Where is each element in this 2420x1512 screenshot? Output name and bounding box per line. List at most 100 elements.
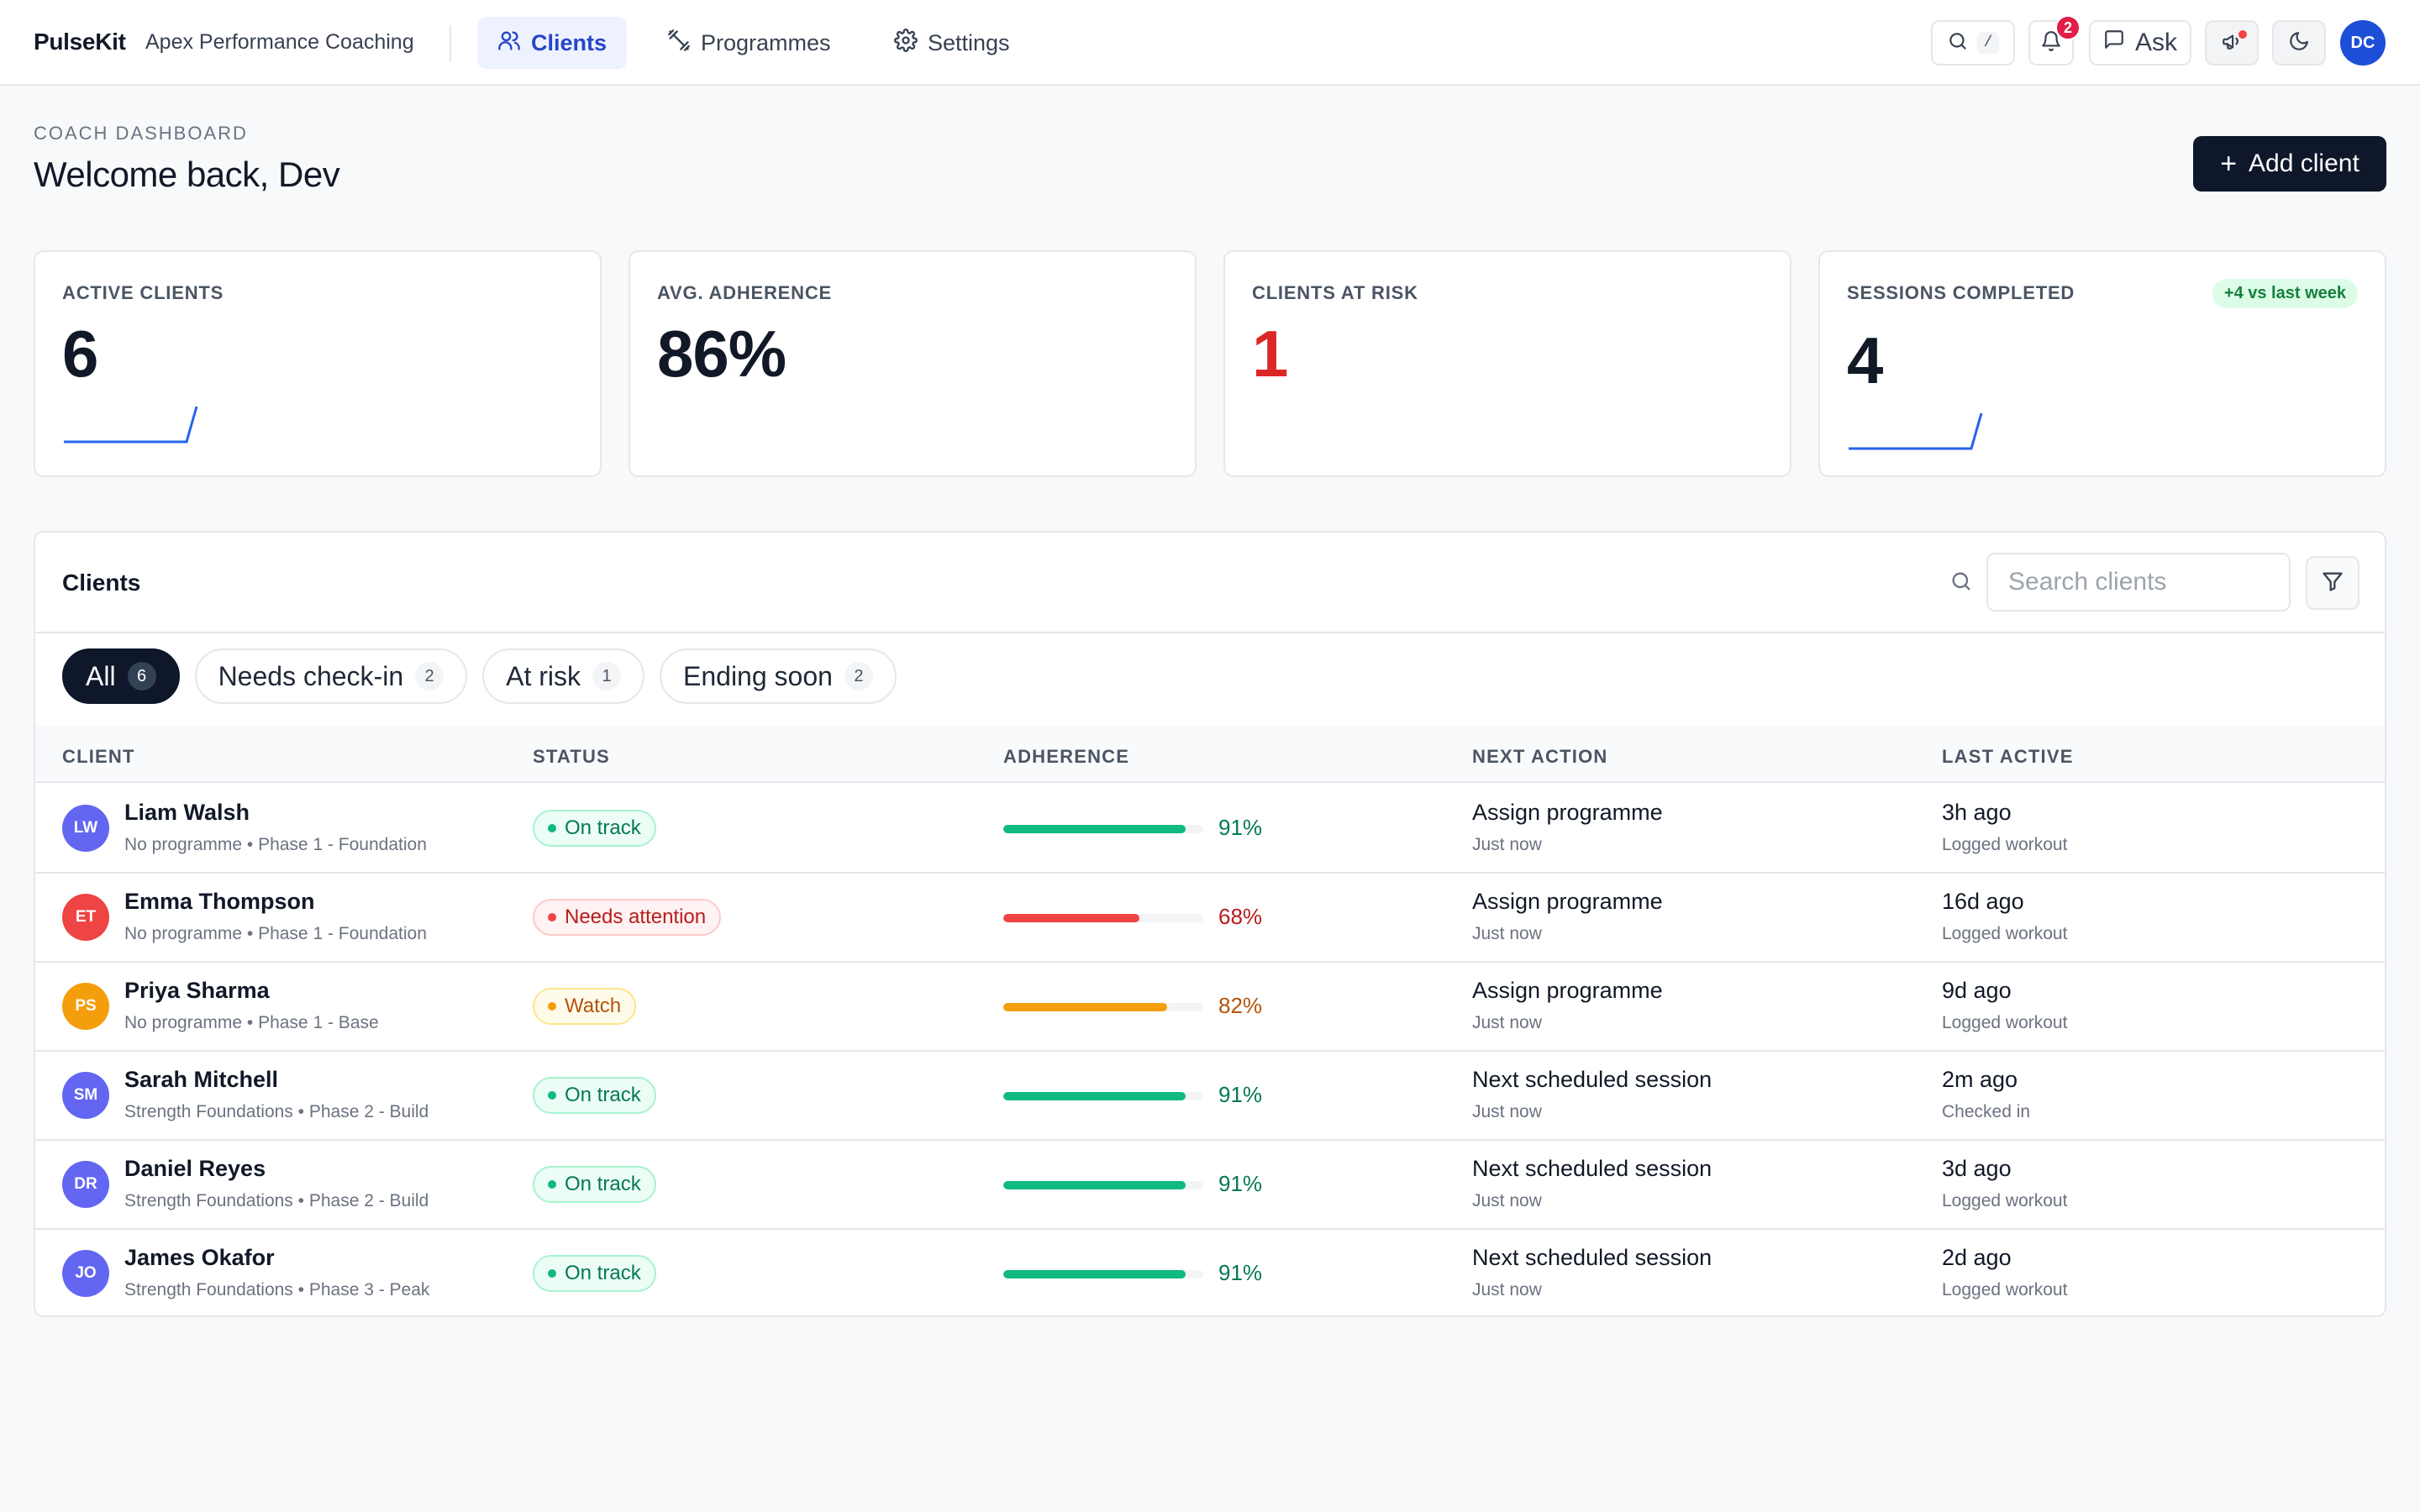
last-active: 9d ago xyxy=(1942,978,2012,1003)
adherence-bar xyxy=(1003,1092,1203,1100)
client-avatar: JO xyxy=(62,1250,109,1297)
column-header-adherence[interactable]: ADHERENCE xyxy=(1003,746,1130,767)
status-label: Watch xyxy=(565,995,622,1017)
status-badge: Watch xyxy=(533,988,637,1025)
nav-item-label: Programmes xyxy=(701,29,831,55)
client-programme: Strength Foundations • Phase 2 - Build xyxy=(124,1102,429,1121)
stat-card-sessions-completed: SESSIONS COMPLETED +4 vs last week 4 xyxy=(1818,250,2386,477)
search-icon xyxy=(1947,30,1969,56)
adherence-percent: 91% xyxy=(1218,1082,1263,1107)
client-name[interactable]: Daniel Reyes xyxy=(124,1156,266,1181)
moon-icon xyxy=(2288,30,2310,56)
nav-item-settings[interactable]: Settings xyxy=(874,17,1030,69)
bell-icon xyxy=(2040,30,2062,56)
theme-toggle-button[interactable] xyxy=(2272,20,2326,66)
next-action-time: Just now xyxy=(1472,1013,1542,1032)
column-header-client[interactable]: CLIENT xyxy=(62,746,135,767)
stat-value: 1 xyxy=(1252,317,1288,391)
stat-label: CLIENTS AT RISK xyxy=(1252,282,1418,303)
status-label: On track xyxy=(565,1084,641,1106)
last-active-detail: Logged workout xyxy=(1942,1191,2068,1210)
adherence-percent: 91% xyxy=(1218,1260,1263,1285)
page-title: Welcome back, Dev xyxy=(34,155,340,194)
nav-item-programmes[interactable]: Programmes xyxy=(647,17,851,69)
table-row[interactable]: SM Sarah Mitchell Strength Foundations •… xyxy=(35,1052,2385,1141)
user-avatar[interactable]: DC xyxy=(2340,20,2386,66)
add-client-button[interactable]: + Add client xyxy=(2193,136,2386,192)
client-avatar: LW xyxy=(62,805,109,852)
status-label: On track xyxy=(565,1262,641,1284)
chip-label: Ending soon xyxy=(683,660,833,691)
client-name[interactable]: Emma Thompson xyxy=(124,889,315,914)
search-button[interactable]: / xyxy=(1931,20,2015,66)
ask-button[interactable]: Ask xyxy=(2089,20,2191,66)
status-badge: On track xyxy=(533,810,656,847)
status-dot xyxy=(548,824,556,832)
last-active-detail: Checked in xyxy=(1942,1102,2031,1121)
adherence-bar xyxy=(1003,914,1203,922)
stat-label: ACTIVE CLIENTS xyxy=(62,282,224,303)
column-header-next-action[interactable]: NEXT ACTION xyxy=(1472,746,1608,767)
divider xyxy=(450,25,451,62)
column-header-last-active[interactable]: LAST ACTIVE xyxy=(1942,746,2074,767)
last-active: 2m ago xyxy=(1942,1067,2018,1092)
chip-count: 2 xyxy=(415,662,445,690)
filter-chip-ending-soon[interactable]: Ending soon 2 xyxy=(660,648,897,704)
notifications-button[interactable]: 2 xyxy=(2028,15,2081,66)
ask-label: Ask xyxy=(2134,29,2177,56)
filter-icon xyxy=(2321,570,2344,597)
next-action[interactable]: Assign programme xyxy=(1472,800,1663,825)
filter-chip-at-risk[interactable]: At risk 1 xyxy=(482,648,644,704)
search-clients-input[interactable] xyxy=(1986,553,2291,612)
plus-icon: + xyxy=(2220,148,2238,180)
status-badge: Needs attention xyxy=(533,899,722,936)
clients-panel: Clients All 6 Needs check-in 2 At risk 1… xyxy=(34,531,2386,1317)
stat-label: SESSIONS COMPLETED xyxy=(1847,282,2075,303)
next-action-time: Just now xyxy=(1472,835,1542,854)
next-action[interactable]: Assign programme xyxy=(1472,978,1663,1003)
column-header-status[interactable]: STATUS xyxy=(533,746,610,767)
client-avatar: ET xyxy=(62,894,109,941)
chip-label: All xyxy=(86,660,116,691)
client-avatar: DR xyxy=(62,1161,109,1208)
client-name[interactable]: Priya Sharma xyxy=(124,978,270,1003)
stat-card-avg-adherence: AVG. ADHERENCE 86% xyxy=(629,250,1197,477)
next-action[interactable]: Next scheduled session xyxy=(1472,1067,1712,1092)
filter-chip-needs-check-in[interactable]: Needs check-in 2 xyxy=(194,648,468,704)
adherence-percent: 68% xyxy=(1218,904,1263,929)
table-row[interactable]: PS Priya Sharma No programme • Phase 1 -… xyxy=(35,963,2385,1052)
next-action[interactable]: Assign programme xyxy=(1472,889,1663,914)
client-programme: Strength Foundations • Phase 2 - Build xyxy=(124,1191,429,1210)
client-programme: No programme • Phase 1 - Base xyxy=(124,1013,379,1032)
adherence-percent: 91% xyxy=(1218,815,1263,840)
table-row[interactable]: ET Emma Thompson No programme • Phase 1 … xyxy=(35,874,2385,963)
last-active-detail: Logged workout xyxy=(1942,1280,2068,1299)
client-name[interactable]: Liam Walsh xyxy=(124,800,250,825)
nav-item-clients[interactable]: Clients xyxy=(477,17,628,69)
announcements-button[interactable] xyxy=(2205,20,2259,66)
client-programme: No programme • Phase 1 - Foundation xyxy=(124,924,427,943)
last-active: 3d ago xyxy=(1942,1156,2012,1181)
next-action[interactable]: Next scheduled session xyxy=(1472,1156,1712,1181)
filter-button[interactable] xyxy=(2306,556,2360,610)
filter-chips: All 6 Needs check-in 2 At risk 1 Ending … xyxy=(62,648,897,704)
table-row[interactable]: DR Daniel Reyes Strength Foundations • P… xyxy=(35,1141,2385,1230)
page-eyebrow: COACH DASHBOARD xyxy=(34,123,248,144)
next-action[interactable]: Next scheduled session xyxy=(1472,1245,1712,1270)
client-name[interactable]: James Okafor xyxy=(124,1245,275,1270)
last-active-detail: Logged workout xyxy=(1942,835,2068,854)
table-row[interactable]: JO James Okafor Strength Foundations • P… xyxy=(35,1230,2385,1315)
client-programme: No programme • Phase 1 - Foundation xyxy=(124,835,427,854)
filter-chip-all[interactable]: All 6 xyxy=(62,648,180,704)
nav-item-label: Clients xyxy=(531,29,608,55)
unread-dot xyxy=(2238,30,2247,39)
brand-logo[interactable]: PulseKit xyxy=(34,29,126,55)
status-label: Needs attention xyxy=(565,906,707,928)
adherence-bar-fill xyxy=(1003,825,1186,833)
table-row[interactable]: LW Liam Walsh No programme • Phase 1 - F… xyxy=(35,785,2385,874)
delta-badge: +4 vs last week xyxy=(2212,279,2358,308)
client-name[interactable]: Sarah Mitchell xyxy=(124,1067,279,1092)
adherence-bar xyxy=(1003,825,1203,833)
stat-card-clients-at-risk: CLIENTS AT RISK 1 xyxy=(1223,250,1791,477)
adherence-percent: 91% xyxy=(1218,1171,1263,1196)
